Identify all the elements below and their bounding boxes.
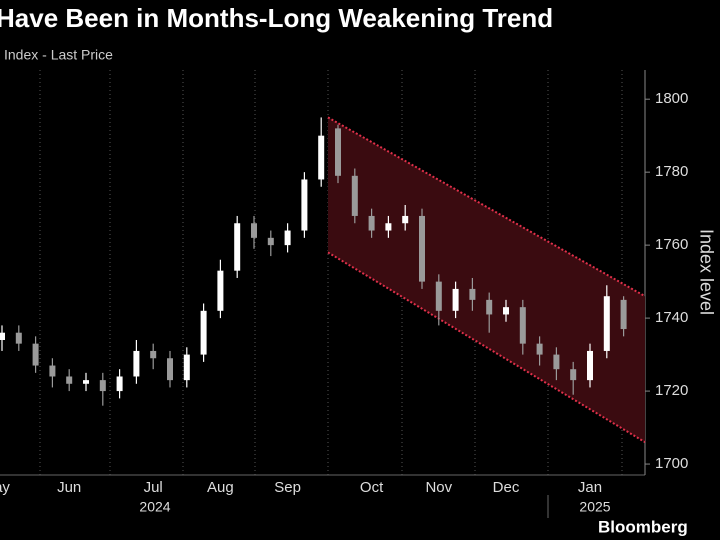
year-label: 2025 (579, 499, 610, 515)
candle-body (200, 310, 207, 355)
y-tick-label: 1700 (655, 455, 688, 472)
candle-body (83, 380, 89, 384)
candle-body (587, 350, 593, 381)
candle-body (133, 350, 140, 377)
source-logo: Bloomberg (598, 517, 688, 536)
candle-body (519, 307, 526, 344)
candle-body (419, 215, 425, 282)
candle-body (66, 376, 73, 384)
candle-body (536, 343, 543, 355)
candle-body (335, 128, 341, 176)
y-tick-label: 1780 (655, 163, 688, 180)
x-tick-label: Jan (578, 479, 602, 496)
candle-body (503, 307, 509, 315)
chart-title: Have Been in Months-Long Weakening Trend (0, 3, 553, 33)
x-tick-label: Jun (57, 479, 81, 496)
y-tick-label: 1740 (655, 309, 688, 326)
candle-body (116, 376, 123, 392)
x-tick-label: Dec (493, 479, 520, 496)
x-tick-label: ay (0, 479, 10, 496)
y-tick-label: 1800 (655, 90, 688, 107)
candle-body (570, 369, 577, 381)
candle-body (385, 223, 392, 231)
chart-subtitle: Index - Last Price (4, 47, 113, 63)
candle-body (469, 288, 476, 300)
candle-body (234, 223, 241, 271)
y-tick-label: 1760 (655, 236, 688, 253)
candle-body (402, 215, 409, 224)
candle-body (15, 332, 22, 344)
candle-body (351, 175, 358, 216)
x-tick-label: Sep (274, 479, 301, 496)
candle-body (167, 358, 173, 381)
y-tick-label: 1720 (655, 382, 688, 399)
candle-body (368, 215, 375, 231)
x-tick-label: Jul (144, 479, 163, 496)
candle-body (301, 179, 308, 231)
candle-body (0, 332, 5, 340)
channel-line (327, 251, 646, 444)
candle-body (49, 365, 56, 377)
candle-body (452, 288, 459, 311)
x-tick-label: Nov (425, 479, 452, 496)
candle-body (486, 299, 493, 315)
candle-body (183, 354, 190, 381)
candle-body (150, 350, 157, 359)
candle-body (251, 223, 257, 238)
candle-body (603, 296, 610, 351)
candle-body (620, 299, 627, 330)
candle-body (435, 281, 442, 311)
candle-body (318, 135, 325, 180)
candle-body (32, 343, 39, 366)
x-tick-label: Oct (360, 479, 384, 496)
year-label: 2024 (139, 499, 170, 515)
trend-channel (328, 117, 645, 443)
channel-line (327, 116, 646, 298)
candle-body (99, 380, 106, 392)
candle-body (217, 270, 224, 311)
candle-body (267, 237, 274, 246)
y-axis-label: Index level (696, 229, 716, 315)
candle-body (284, 230, 291, 246)
x-tick-label: Aug (207, 479, 234, 496)
candle-body (553, 354, 560, 370)
